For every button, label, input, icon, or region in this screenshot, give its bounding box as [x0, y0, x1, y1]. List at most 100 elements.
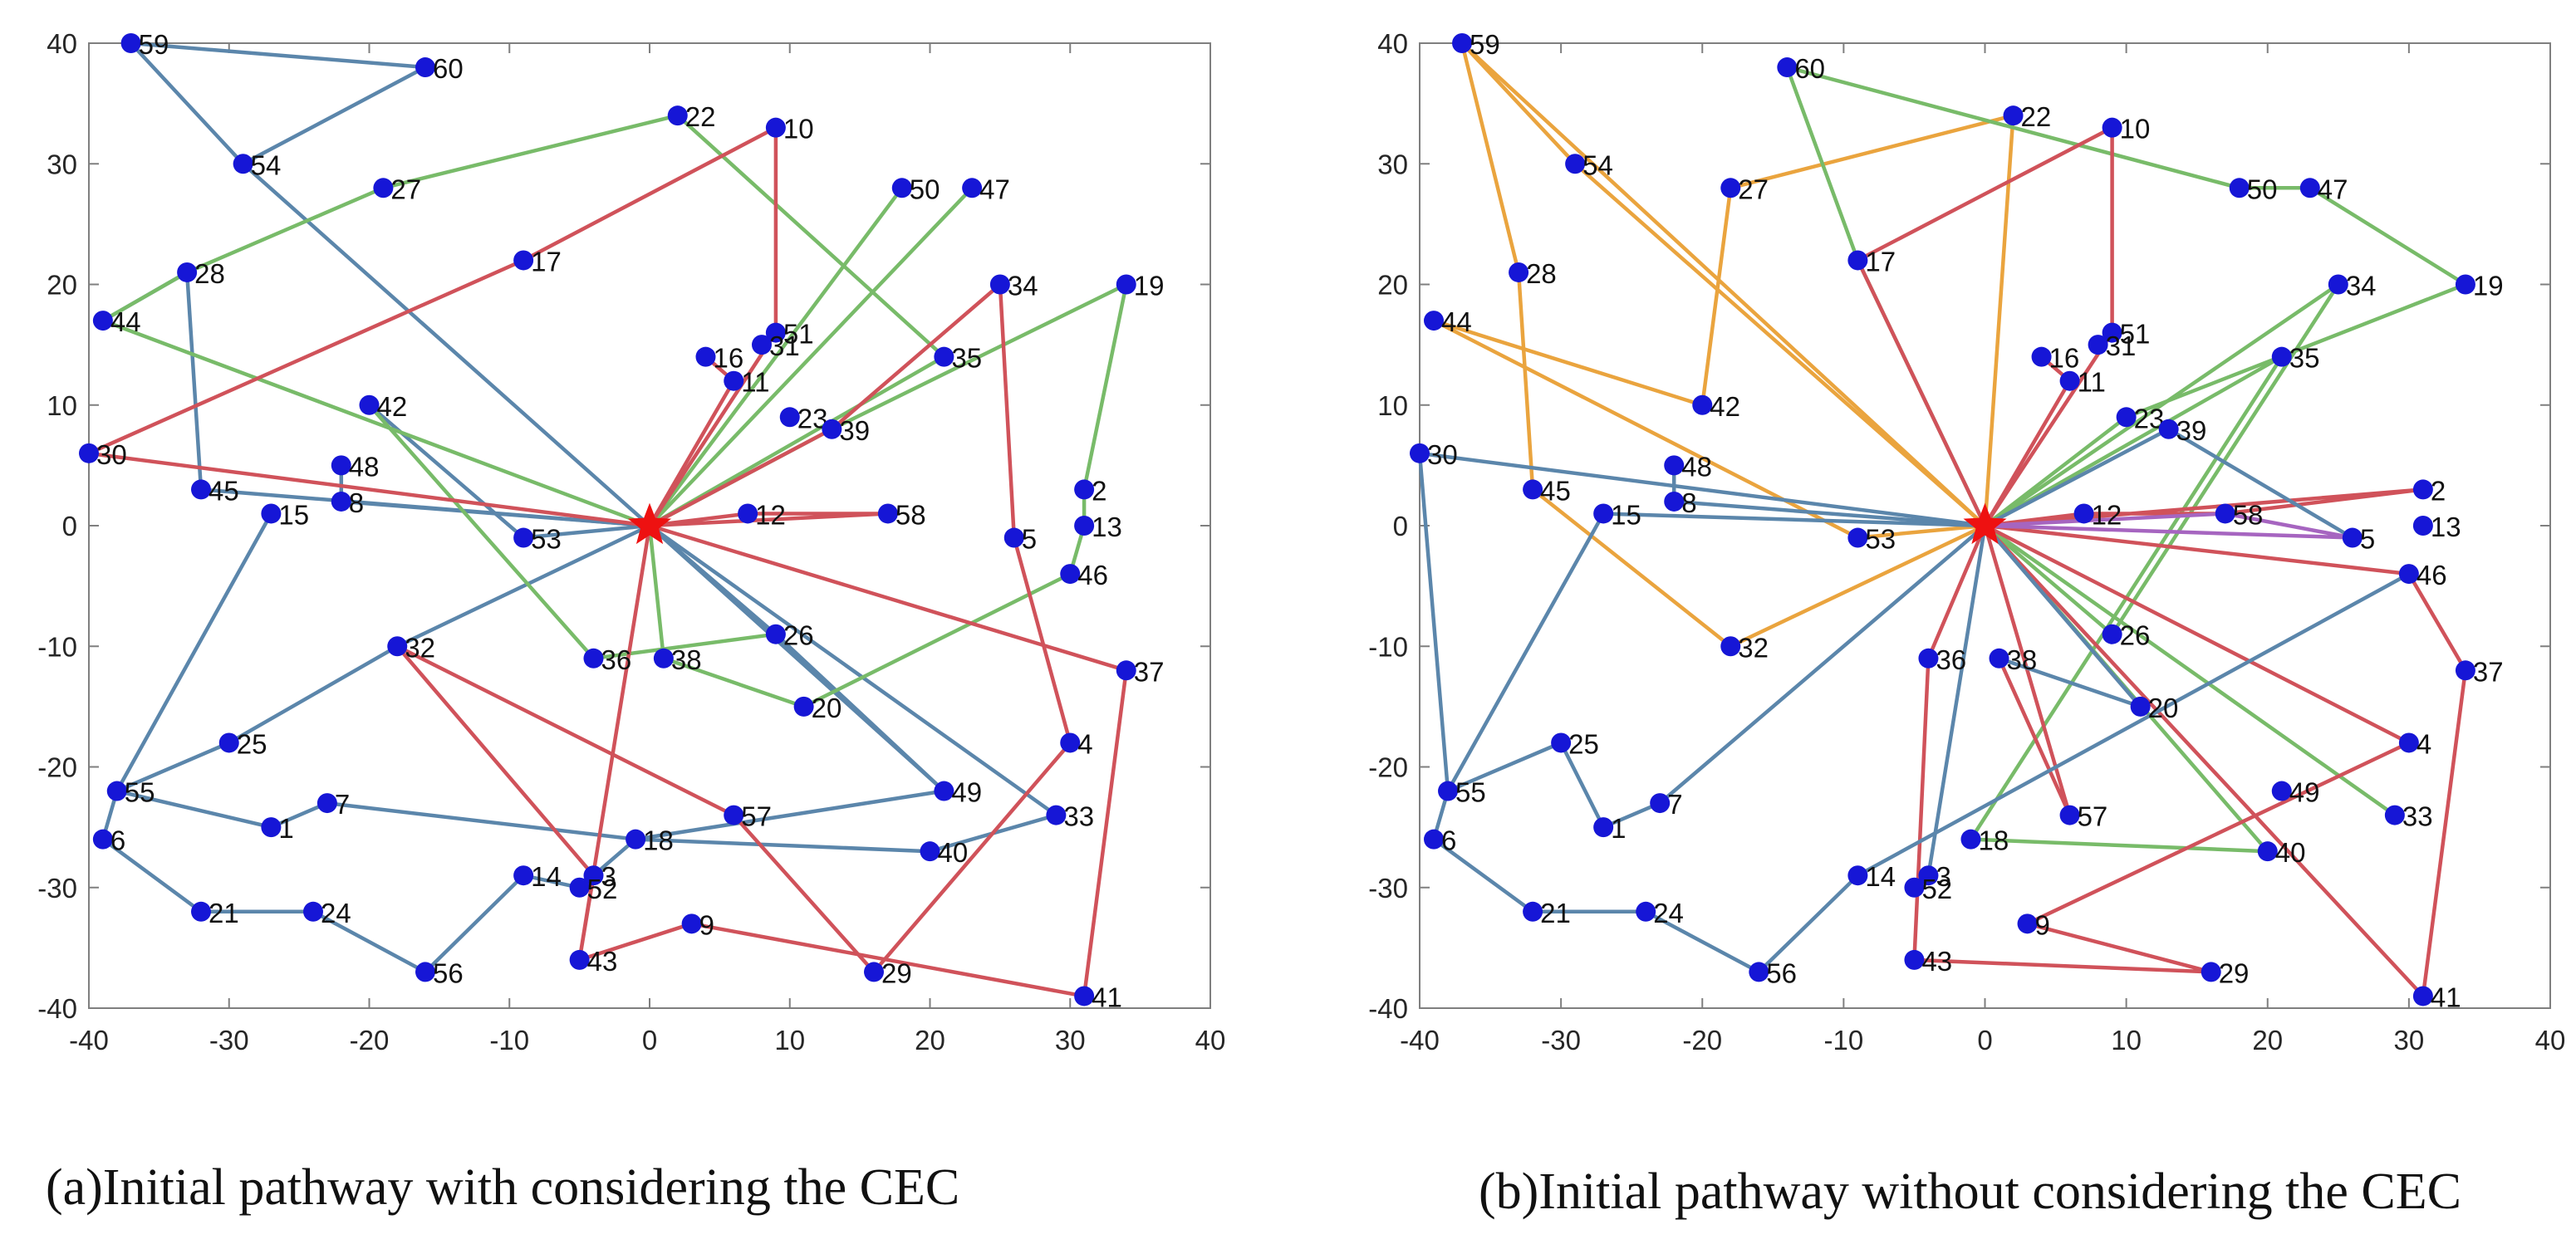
customer-point — [626, 829, 646, 850]
customer-point — [331, 491, 351, 512]
customer-point — [2102, 322, 2122, 343]
x-tick-label: -20 — [350, 1025, 390, 1055]
customer-point — [1593, 503, 1614, 524]
point-label: 40 — [2275, 837, 2306, 868]
point-label: 56 — [433, 957, 464, 988]
customer-point — [2088, 335, 2108, 355]
x-tick-label: 40 — [1195, 1025, 1226, 1055]
point-label: 7 — [335, 789, 350, 820]
customer-point — [1003, 527, 1024, 548]
customer-point — [1720, 178, 1741, 198]
customer-point — [1523, 901, 1543, 922]
point-label: 20 — [812, 693, 842, 723]
customer-point — [569, 877, 590, 898]
customer-point — [1918, 648, 1939, 669]
customer-point — [415, 57, 435, 78]
point-label: 15 — [278, 499, 309, 530]
point-label: 11 — [741, 367, 769, 398]
green-route-path — [647, 186, 974, 528]
customer-point — [1650, 793, 1671, 814]
point-label: 52 — [1921, 874, 1952, 904]
x-tick-label: 40 — [2535, 1025, 2566, 1055]
point-label: 53 — [1865, 524, 1896, 555]
y-tick-label: -30 — [37, 873, 77, 904]
customer-point — [2229, 178, 2250, 198]
point-label: 18 — [643, 825, 674, 856]
customer-point — [2342, 527, 2363, 548]
point-label: 9 — [2035, 909, 2050, 940]
customer-point — [1749, 962, 1769, 982]
x-tick-label: 0 — [642, 1025, 657, 1055]
y-tick-label: 10 — [1377, 390, 1408, 421]
y-tick-label: -40 — [1368, 993, 1408, 1024]
customer-point — [233, 154, 253, 174]
customer-point — [1565, 154, 1586, 174]
point-label: 36 — [1936, 644, 1966, 675]
customer-point — [2271, 346, 2292, 367]
point-label: 19 — [1134, 271, 1165, 301]
point-label: 52 — [587, 874, 618, 904]
customer-point — [989, 274, 1010, 295]
customer-point — [2215, 503, 2235, 524]
customer-point — [765, 624, 786, 644]
point-label: 3 — [601, 861, 616, 892]
x-tick-label: 20 — [915, 1025, 945, 1055]
point-label: 27 — [390, 174, 421, 204]
point-label: 47 — [2318, 174, 2348, 204]
point-label: 57 — [741, 801, 772, 832]
point-label: 9 — [699, 909, 714, 940]
customer-point — [2412, 516, 2433, 536]
point-label: 38 — [2007, 644, 2038, 675]
point-label: 33 — [1063, 801, 1094, 832]
customer-point — [2017, 913, 2038, 934]
point-label: 43 — [1921, 946, 1952, 977]
green-route-path — [1785, 65, 2468, 528]
point-label: 60 — [433, 53, 464, 84]
customer-point — [738, 503, 758, 524]
customer-point — [513, 865, 534, 886]
customer-point — [1074, 986, 1095, 1006]
y-tick-label: 20 — [47, 270, 77, 301]
customer-point — [1904, 949, 1925, 970]
x-tick-label: -40 — [69, 1025, 109, 1055]
orange-route-path — [1460, 41, 1987, 649]
caption-a: (a)Initial pathway with considering the … — [46, 1159, 960, 1216]
point-label: 45 — [1540, 475, 1571, 506]
y-tick-label: 0 — [1393, 511, 1408, 541]
customer-point — [261, 817, 282, 838]
point-label: 45 — [209, 475, 239, 506]
point-label: 47 — [979, 174, 1010, 204]
customer-point — [261, 503, 282, 524]
customer-point — [1509, 262, 1529, 282]
y-tick-label: 40 — [47, 28, 77, 59]
point-label: 41 — [2431, 982, 2461, 1012]
point-label: 6 — [1441, 825, 1456, 856]
customer-point — [331, 455, 351, 476]
point-label: 54 — [1582, 149, 1613, 180]
customer-point — [1692, 394, 1713, 415]
purple-route-path — [1983, 512, 2355, 540]
customer-point — [1074, 516, 1095, 536]
point-label: 46 — [2417, 560, 2447, 590]
customer-point — [2102, 624, 2122, 644]
point-label: 1 — [1611, 813, 1626, 844]
customer-point — [891, 178, 912, 198]
point-label: 49 — [2289, 777, 2320, 808]
point-label: 38 — [671, 644, 702, 675]
point-label: 16 — [2049, 343, 2080, 374]
y-tick-label: -10 — [1368, 631, 1408, 662]
point-label: 57 — [2078, 801, 2108, 832]
point-label: 29 — [2219, 957, 2250, 988]
point-label: 59 — [1470, 29, 1500, 60]
point-label: 60 — [1794, 53, 1825, 84]
customer-point — [513, 250, 534, 271]
point-label: 51 — [2120, 319, 2151, 350]
chart-panel-a: -40 -30 -20 -10 0 10 20 30 40 -40 -30 -20 -10 0 10 20 30… — [37, 28, 1225, 1055]
point-label: 26 — [783, 620, 814, 651]
customer-point — [779, 407, 800, 428]
point-label: 35 — [951, 343, 982, 374]
customer-point — [1424, 829, 1445, 850]
point-label: 14 — [531, 861, 562, 892]
customer-point — [2455, 274, 2475, 295]
customer-point — [877, 503, 898, 524]
